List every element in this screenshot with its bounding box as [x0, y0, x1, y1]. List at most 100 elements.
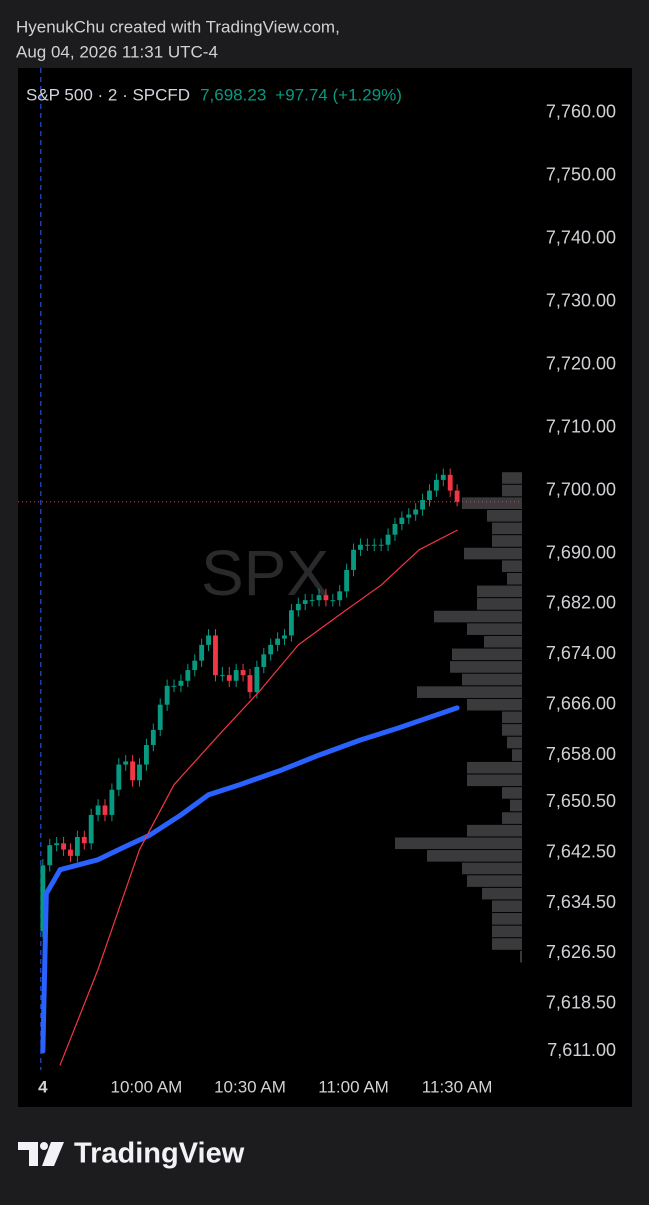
candle-body	[316, 595, 322, 601]
y-tick-label: 7,730.00	[546, 290, 616, 310]
y-tick-label: 7,611.00	[547, 1040, 616, 1060]
volume-profile-bar	[502, 724, 522, 736]
candle-body	[47, 845, 53, 866]
candle-body	[302, 600, 308, 604]
candle-body	[351, 549, 356, 570]
y-tick-label: 7,690.00	[546, 542, 616, 562]
volume-profile-bar	[484, 635, 522, 648]
volume-profile-bar	[467, 824, 522, 837]
candle-body	[116, 764, 122, 790]
candle-body	[261, 654, 267, 667]
volume-profile-bar	[452, 648, 522, 661]
y-tick-label: 7,650.50	[546, 791, 616, 811]
volume-profile-bar	[477, 598, 522, 610]
volume-profile-bar	[502, 484, 522, 497]
y-tick-label: 7,720.00	[546, 353, 616, 373]
candle-body	[81, 836, 87, 844]
candle-body	[268, 644, 274, 655]
candle-body	[226, 675, 232, 681]
volume-profile-bar	[502, 711, 522, 724]
candle-body	[399, 517, 405, 524]
candle-body	[213, 635, 218, 676]
candle-body	[150, 729, 156, 746]
volume-profile-bar	[427, 850, 522, 862]
volume-profile-bar	[502, 787, 522, 799]
candle-body	[364, 544, 370, 546]
y-tick-label: 7,710.00	[546, 416, 616, 436]
candle-body	[157, 704, 163, 730]
candle-body	[288, 610, 294, 636]
candle-body	[74, 836, 80, 856]
logo	[18, 1142, 64, 1166]
volume-profile-bar	[467, 761, 522, 774]
volume-profile-bar	[492, 522, 522, 535]
volume-profile-bar	[467, 698, 522, 711]
volume-profile-bar	[487, 509, 522, 522]
volume-profile-bar	[417, 686, 522, 698]
header-line: Aug 04, 2026 11:31 UTC-4	[16, 42, 218, 61]
x-tick-label: 10:30 AM	[214, 1077, 286, 1096]
candle-body	[427, 490, 432, 501]
volume-profile-bar	[464, 547, 522, 560]
candle-body	[295, 603, 301, 611]
candle-body	[88, 814, 94, 844]
candle-body	[192, 660, 198, 671]
candle-body	[219, 675, 225, 677]
candle-body	[247, 675, 253, 693]
volume-profile-bar	[492, 925, 522, 938]
volume-profile-bar	[512, 749, 522, 761]
candle-body	[185, 670, 191, 681]
volume-profile-bar	[520, 950, 522, 963]
volume-profile-bar	[507, 572, 522, 585]
volume-profile-bar	[434, 610, 522, 623]
volume-profile-bar	[482, 887, 522, 900]
y-tick-label: 7,700.00	[546, 479, 616, 499]
overlay-line	[59, 529, 458, 1066]
volume-profile-bar	[467, 774, 522, 787]
candle-body	[102, 805, 108, 815]
logo-mark	[18, 1142, 38, 1166]
volume-profile-bar	[510, 799, 522, 812]
volume-profile-bar	[492, 535, 522, 547]
y-tick-label: 7,642.50	[546, 841, 616, 861]
candle-body	[420, 500, 425, 510]
candle-body	[337, 591, 343, 601]
candle-body	[309, 600, 315, 602]
x-tick-label: 11:30 AM	[422, 1077, 493, 1096]
volume-profile-bar	[507, 736, 522, 749]
candle-body	[171, 685, 177, 687]
candle-body	[206, 635, 211, 645]
volume-profile-bar	[502, 560, 522, 572]
x-tick-label: 4	[38, 1077, 48, 1096]
header-line: HyenukChu created with TradingView.com,	[16, 17, 340, 36]
candle-body	[123, 761, 129, 765]
volume-profile-bar	[462, 497, 522, 509]
candle-body	[54, 843, 60, 846]
candle-body	[385, 534, 391, 545]
y-tick-label: 7,618.50	[546, 993, 616, 1013]
candle-body	[199, 644, 205, 661]
price-label: 7,698.23	[200, 85, 266, 104]
candle-body	[240, 670, 246, 676]
candle-body	[447, 474, 453, 491]
candle-body	[61, 843, 66, 850]
candle-body	[68, 849, 73, 856]
volume-profile-bar	[492, 913, 522, 925]
y-tick-label: 7,740.00	[546, 227, 616, 247]
watermark: SPX	[201, 537, 329, 609]
candle-body	[323, 595, 329, 601]
plot: SPX 7,760.00 7,750.00 7,740.00 7,730.00 7,720…	[18, 68, 616, 1096]
chart-panel	[18, 68, 632, 1107]
logo-mark	[40, 1142, 48, 1150]
y-tick-label: 7,666.00	[546, 693, 616, 713]
candle-body	[282, 635, 287, 639]
y-tick-label: 7,682.00	[546, 593, 616, 613]
candle-body	[233, 670, 239, 681]
y-tick-label: 7,750.00	[546, 164, 616, 184]
x-tick-label: 10:00 AM	[111, 1077, 183, 1096]
volume-profile-bar	[502, 472, 522, 484]
candle-body	[144, 745, 149, 765]
volume-profile-bar	[492, 938, 522, 950]
candle-body	[254, 666, 260, 693]
